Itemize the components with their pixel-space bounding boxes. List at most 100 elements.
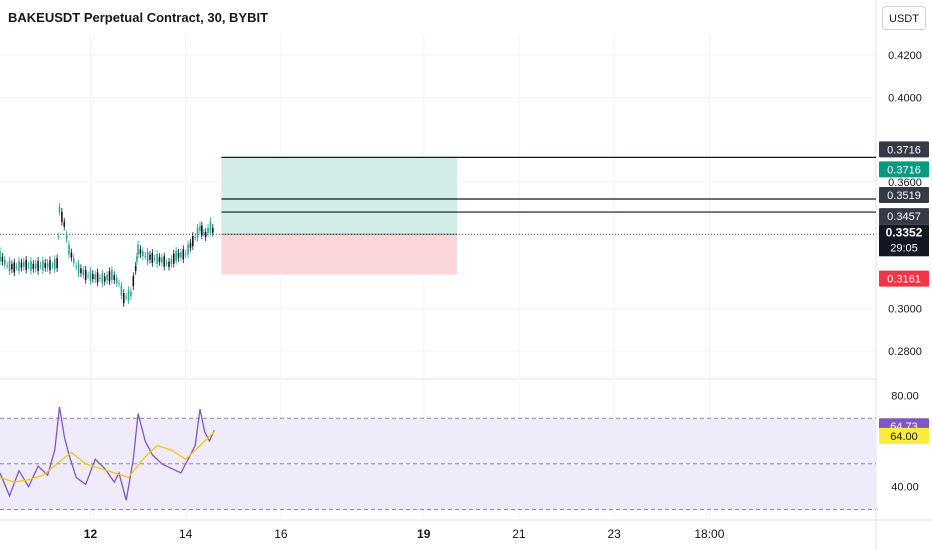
price-label: 0.3457 [887,211,921,223]
candle-body [39,265,42,267]
candle-body [77,263,80,274]
candle-body [184,253,187,255]
candle-body [158,256,161,263]
candle-body [51,265,54,267]
candle-body [44,262,47,268]
candle-body [108,271,111,282]
candle-body [182,249,185,260]
countdown-label: 29:05 [890,242,918,254]
x-tick-label: 12 [84,527,98,541]
candle-body [134,265,137,272]
candle-body [177,252,180,258]
candle-body [84,269,87,280]
candle-body [53,259,56,270]
price-label-bg [879,270,929,287]
price-label: 0.3716 [887,164,921,176]
candle-body [89,270,92,281]
candle-body [165,262,168,264]
candle-body [103,276,106,282]
currency-button[interactable]: USDT [882,6,926,30]
candle-body [120,285,123,296]
candle-body [163,256,166,267]
candle-body [8,260,11,272]
candle-body [168,261,170,267]
candle-body [37,260,39,271]
candle-body [92,273,94,279]
x-tick-label: 21 [512,527,526,541]
rsi-y-tick-label: 40.00 [891,482,919,494]
candle-body [153,258,156,260]
candle-body [149,254,151,260]
candle-body [142,251,144,257]
candle-body [113,275,116,281]
candle-body [25,259,27,270]
candle-body [15,266,18,268]
y-tick-label: 0.2800 [888,346,922,358]
candle-body [70,252,73,258]
candle-body [94,274,97,280]
candle-body [65,234,68,240]
candle-body [75,266,77,268]
x-tick-label: 14 [179,527,193,541]
price-label-bg [879,161,929,178]
candle-body [80,268,82,274]
candle-body [99,277,101,279]
candle-body [180,252,182,258]
stop-loss-zone[interactable] [221,234,458,275]
candle-body [194,236,196,238]
candle-body [23,261,25,267]
candle-body [82,270,85,276]
candle-body [122,292,125,304]
candle-body [156,253,158,265]
x-tick-label: 19 [417,527,431,541]
rsi-y-tick-label: 80.00 [891,390,919,402]
candle-body [96,272,99,283]
price-label: 0.3161 [887,274,921,286]
candle-body [170,258,173,264]
price-label-bg [879,186,929,203]
y-tick-label: 0.4000 [888,92,922,104]
candle-body [63,221,66,227]
candle-body [68,244,70,255]
candle-body [130,291,132,297]
candle-body [72,258,75,264]
candle-body [196,227,199,238]
candle-body [1,256,4,262]
candle-body [192,235,194,247]
candle-body [127,290,130,301]
rsi-line [0,406,215,501]
x-tick-label: 16 [274,527,288,541]
candle-body [56,258,58,269]
candle-body [87,275,89,277]
y-tick-label: 0.4200 [888,50,922,62]
candle-body [34,263,37,269]
rsi-ma-line [0,431,215,483]
candle-body [20,262,23,268]
candle-body [42,260,44,271]
candle-body [146,251,149,262]
current-price-label: 0.3352 [886,225,923,239]
candle-body [189,242,192,248]
candle-body [32,263,35,269]
candle-body [151,252,154,263]
x-tick-label: 23 [607,527,621,541]
candle-body [209,221,212,232]
current-price-label-bg [879,224,929,257]
candle-body [3,259,6,265]
candle-body [18,260,20,271]
candle-body [199,225,201,231]
candle-body [27,265,30,267]
candle-body [172,253,175,264]
chart-title: BAKEUSDT Perpetual Contract, 30, BYBIT [8,10,269,25]
take-profit-zone[interactable] [221,157,458,235]
price-label-bg [879,141,929,158]
candle-body [46,262,49,268]
candle-body [101,273,104,284]
price-label: 0.3716 [887,144,921,156]
candle-body [0,251,1,262]
candle-body [125,296,127,298]
candle-body [49,260,51,271]
candle-body [11,264,13,270]
